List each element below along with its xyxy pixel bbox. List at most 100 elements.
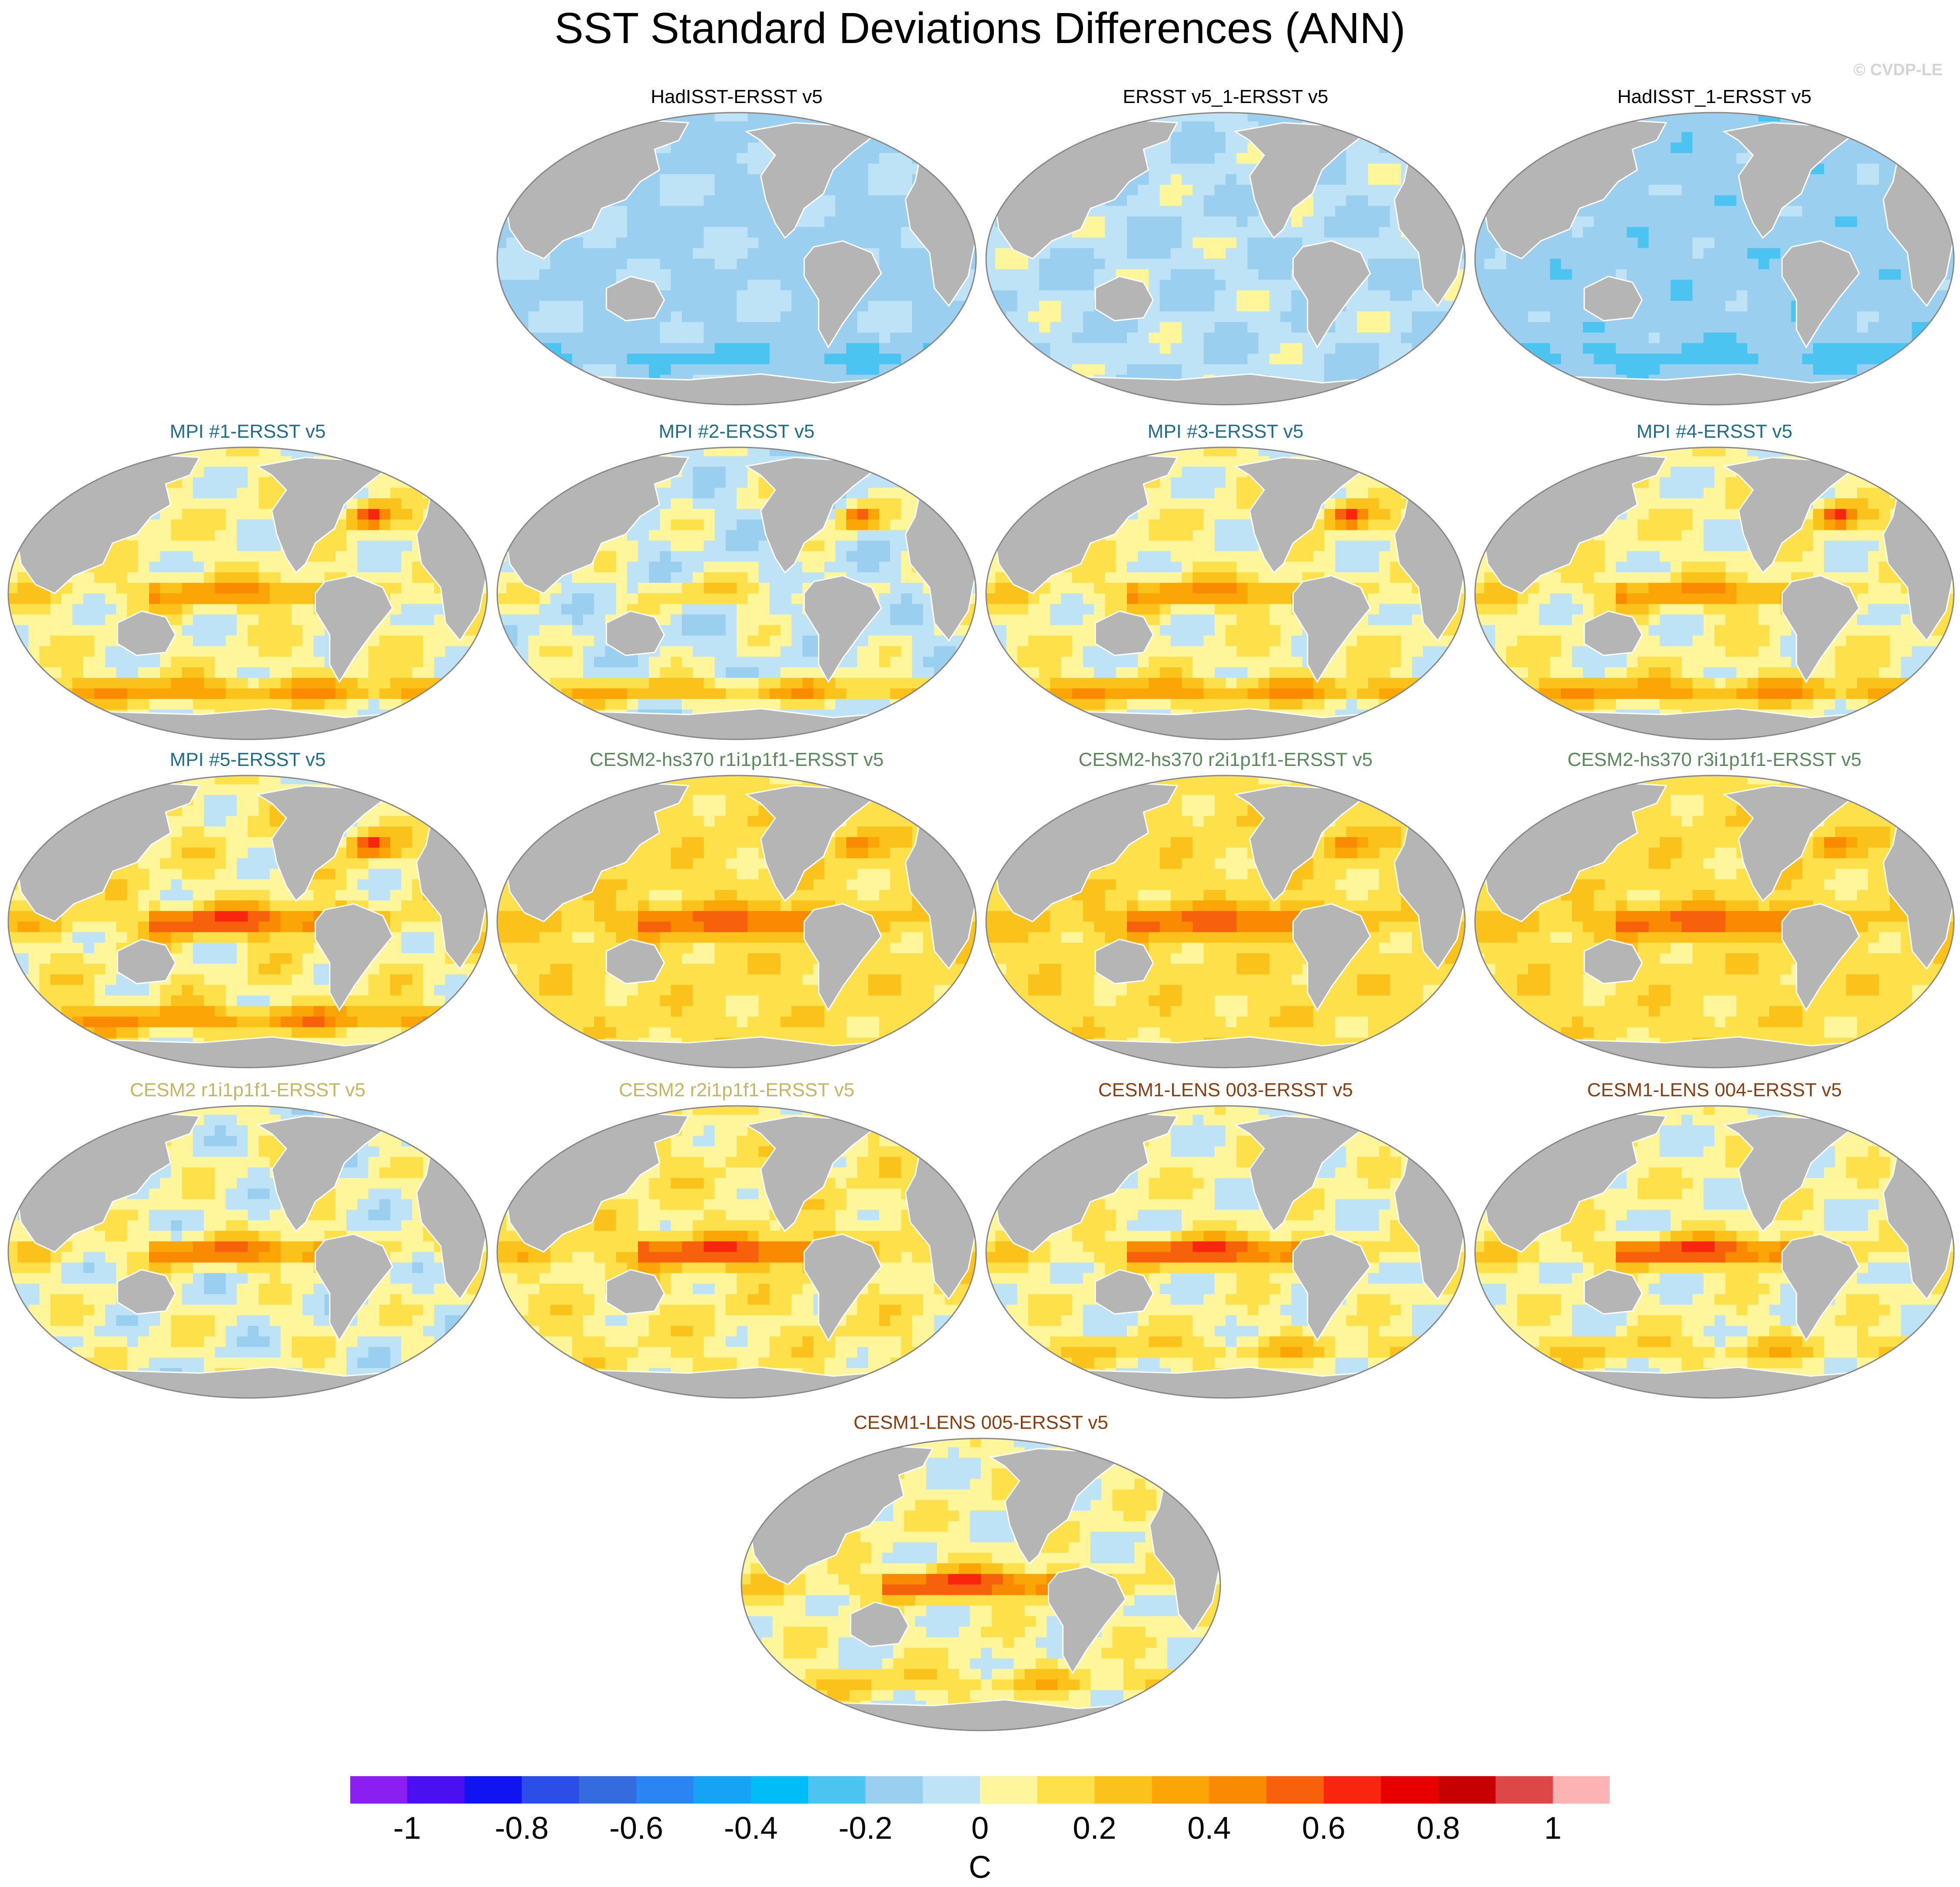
sst-cell (868, 353, 880, 365)
sst-cell (1638, 206, 1649, 217)
sst-cell (1506, 142, 1518, 153)
sst-cell (1346, 237, 1358, 249)
sst-cell (1912, 132, 1923, 143)
sst-cell (171, 646, 183, 657)
sst-cell (1236, 113, 1248, 122)
sst-cell (1028, 269, 1040, 280)
sst-cell (1769, 280, 1781, 291)
sst-cell (248, 488, 259, 499)
sst-cell (1094, 269, 1106, 280)
sst-cell (1226, 174, 1237, 185)
sst-cell (769, 333, 781, 344)
sst-cell (1550, 333, 1561, 344)
sst-cell (302, 699, 314, 710)
sst-cell (1561, 259, 1572, 270)
sst-cell (1170, 185, 1182, 196)
sst-cell (1061, 385, 1073, 396)
sst-cell (835, 333, 847, 344)
sst-cell (1335, 174, 1347, 185)
sst-cell (1703, 259, 1715, 270)
sst-cell (956, 322, 967, 333)
sst-cell (1769, 301, 1781, 312)
sst-cell (995, 174, 1007, 185)
sst-cell (1412, 353, 1423, 365)
sst-cell (1116, 343, 1127, 354)
sst-cell (497, 185, 507, 196)
sst-cell (681, 163, 693, 175)
sst-cell (1539, 364, 1551, 375)
sst-cell (1094, 385, 1106, 396)
sst-cell (182, 582, 193, 594)
sst-cell (995, 259, 1007, 270)
sst-cell (758, 227, 770, 238)
sst-cell (1627, 364, 1638, 375)
sst-cell (1583, 333, 1595, 344)
sst-cell (857, 322, 869, 333)
sst-cell (934, 343, 946, 354)
sst-cell (1039, 290, 1051, 301)
sst-cell (1039, 396, 1051, 405)
sst-cell (116, 667, 128, 679)
sst-cell (1258, 113, 1270, 122)
sst-cell (857, 311, 869, 323)
sst-cell (1659, 227, 1671, 238)
sst-cell (259, 688, 270, 699)
sst-cell (1725, 259, 1737, 270)
sst-cell (857, 195, 869, 206)
sst-cell (1182, 343, 1193, 354)
sst-cell (1226, 280, 1237, 291)
sst-cell (456, 678, 468, 689)
sst-cell (1258, 343, 1270, 354)
sst-cell (379, 519, 391, 531)
sst-cell (1182, 333, 1193, 344)
sst-cell (594, 269, 605, 280)
sst-cell (236, 519, 248, 531)
sst-cell (747, 195, 759, 206)
sst-cell (1944, 132, 1954, 143)
sst-cell (506, 185, 518, 196)
sst-cell (572, 248, 584, 259)
sst-cell (1455, 333, 1465, 344)
sst-cell (1159, 185, 1171, 196)
sst-cell (182, 551, 193, 562)
sst-cell (390, 582, 402, 594)
sst-cell (105, 582, 116, 594)
sst-cell (368, 488, 380, 499)
sst-cell (758, 237, 770, 249)
sst-cell (1561, 113, 1572, 122)
sst-cell (649, 353, 661, 365)
sst-cell (193, 699, 204, 710)
sst-cell (497, 322, 507, 333)
sst-cell (1484, 237, 1496, 249)
sst-cell (1868, 259, 1880, 270)
sst-cell (1879, 248, 1890, 259)
sst-cell (995, 163, 1007, 175)
sst-cell (182, 593, 193, 605)
sst-cell (1495, 290, 1507, 301)
sst-cell (1236, 322, 1248, 333)
sst-cell (193, 667, 204, 679)
sst-cell (1835, 121, 1847, 133)
sst-cell (506, 248, 518, 259)
sst-cell (956, 396, 967, 405)
sst-cell (901, 290, 913, 301)
sst-cell (1835, 237, 1847, 249)
sst-cell (1006, 375, 1018, 386)
sst-cell (1506, 343, 1518, 354)
sst-cell (291, 582, 303, 594)
sst-cell (1857, 227, 1868, 238)
sst-cell (1725, 353, 1737, 365)
sst-cell (1214, 185, 1226, 196)
sst-cell (72, 614, 84, 626)
sst-cell (1423, 375, 1435, 386)
sst-cell (28, 466, 40, 478)
sst-cell (681, 280, 693, 291)
sst-cell (1605, 227, 1616, 238)
sst-cell (1857, 216, 1868, 227)
sst-cell (1725, 343, 1737, 354)
sst-cell (324, 688, 336, 699)
sst-cell (539, 447, 551, 457)
sst-cell (1890, 364, 1901, 375)
sst-cell (182, 572, 193, 583)
sst-cell (171, 498, 183, 509)
